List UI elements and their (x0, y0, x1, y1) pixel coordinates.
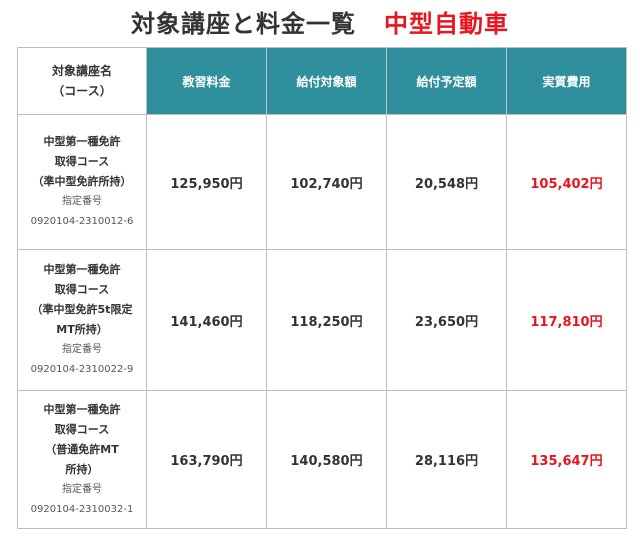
registration-number: 0920104-2310022-9 (30, 364, 134, 375)
benefit-planned-value: 28,116円 (386, 390, 507, 529)
course-name-line: 所持） (65, 462, 99, 476)
page-title: 対象講座と料金一覧 中型自動車 (0, 6, 640, 42)
actual-cost-value: 135,647円 (506, 390, 627, 529)
fee-table: 対象講座名 （コース） 教習料金 給付対象額 給付予定額 実質費用 中型第一種免… (17, 47, 627, 529)
benefit-base-value: 118,250円 (266, 249, 387, 391)
header-benefit-planned: 給付予定額 (386, 47, 507, 115)
course-name-line: 中型第一種免許 (43, 402, 121, 416)
title-vehicle-type: 中型自動車 (384, 10, 509, 38)
table-header-row: 対象講座名 （コース） 教習料金 給付対象額 給付予定額 実質費用 (17, 47, 627, 115)
course-name-line: （準中型免許5t限定 (31, 303, 133, 316)
header-course-name: 対象講座名 （コース） (17, 47, 147, 115)
title-main: 対象講座と料金一覧 (131, 10, 356, 38)
benefit-planned-value: 20,548円 (386, 114, 507, 250)
course-cell: 中型第一種免許 取得コース （準中型免許5t限定 MT所持） 指定番号 0920… (17, 249, 147, 391)
tuition-value: 163,790円 (146, 390, 267, 529)
course-name-line: 中型第一種免許 (43, 263, 121, 276)
actual-cost-value: 105,402円 (506, 114, 627, 250)
benefit-planned-value: 23,650円 (386, 249, 507, 391)
header-actual-cost: 実質費用 (506, 47, 627, 115)
benefit-base-value: 140,580円 (266, 390, 387, 529)
course-cell: 中型第一種免許 取得コース （普通免許MT 所持） 指定番号 0920104-2… (17, 390, 147, 529)
table-row: 中型第一種免許 取得コース （普通免許MT 所持） 指定番号 0920104-2… (17, 390, 627, 529)
benefit-base-value: 102,740円 (266, 114, 387, 250)
course-cell: 中型第一種免許 取得コース （準中型免許所持） 指定番号 0920104-231… (17, 114, 147, 250)
header-course-line2: （コース） (52, 84, 112, 98)
actual-cost-value: 117,810円 (506, 249, 627, 391)
table-row: 中型第一種免許 取得コース （準中型免許所持） 指定番号 0920104-231… (17, 114, 627, 250)
course-name-line: （普通免許MT (45, 442, 119, 456)
course-name-line: 中型第一種免許 (43, 135, 121, 148)
header-benefit-base: 給付対象額 (266, 47, 387, 115)
header-tuition: 教習料金 (146, 47, 267, 115)
course-name-line: 取得コース (54, 422, 110, 436)
table-row: 中型第一種免許 取得コース （準中型免許5t限定 MT所持） 指定番号 0920… (17, 249, 627, 391)
course-name-line: MT所持） (56, 323, 108, 336)
registration-number: 0920104-2310012-6 (30, 216, 134, 227)
registration-label: 指定番号 (62, 196, 102, 207)
registration-label: 指定番号 (62, 344, 102, 355)
registration-label: 指定番号 (62, 483, 102, 495)
registration-number: 0920104-2310032-1 (30, 503, 134, 515)
tuition-value: 125,950円 (146, 114, 267, 250)
course-name-line: 取得コース (54, 283, 110, 296)
course-name-line: 取得コース (54, 155, 110, 168)
course-name-line: （準中型免許所持） (32, 175, 132, 188)
header-course-line1: 対象講座名 (51, 64, 112, 78)
tuition-value: 141,460円 (146, 249, 267, 391)
